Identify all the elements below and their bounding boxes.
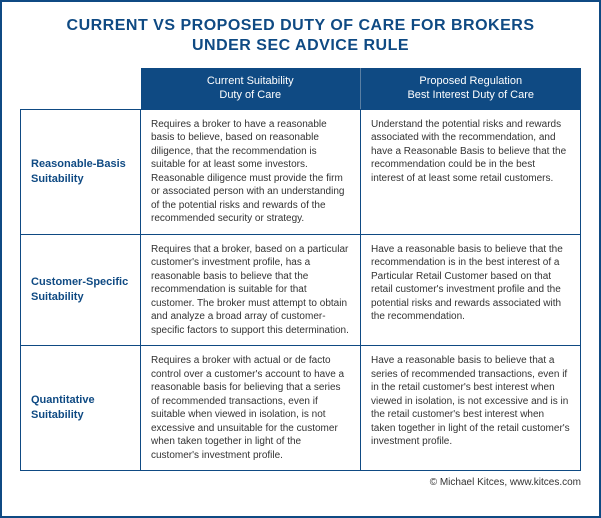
col-current-line2: Duty of Care — [219, 89, 281, 101]
comparison-table-frame: CURRENT VS PROPOSED DUTY OF CARE FOR BRO… — [0, 0, 601, 518]
row-label-reasonable-basis: Reasonable-Basis Suitability — [21, 109, 141, 234]
column-header-current: Current Suitability Duty of Care — [141, 68, 361, 109]
row-label-line1: Reasonable-Basis — [31, 158, 126, 170]
page-title: CURRENT VS PROPOSED DUTY OF CARE FOR BRO… — [20, 16, 581, 56]
cell-quantitative-proposed: Have a reasonable basis to believe that … — [361, 346, 581, 471]
cell-reasonable-current: Requires a broker to have a reasonable b… — [141, 109, 361, 234]
title-line-2: UNDER SEC ADVICE RULE — [192, 37, 409, 54]
cell-reasonable-proposed: Understand the potential risks and rewar… — [361, 109, 581, 234]
col-proposed-line1: Proposed Regulation — [419, 75, 522, 87]
table-row: Reasonable-Basis Suitability Requires a … — [21, 109, 581, 234]
row-label-line1: Quantitative — [31, 394, 95, 406]
row-label-line1: Customer-Specific — [31, 276, 128, 288]
cell-customer-proposed: Have a reasonable basis to believe that … — [361, 234, 581, 346]
table-row: Quantitative Suitability Requires a brok… — [21, 346, 581, 471]
col-current-line1: Current Suitability — [207, 75, 294, 87]
row-label-line2: Suitability — [31, 409, 84, 421]
table-row: Customer-Specific Suitability Requires t… — [21, 234, 581, 346]
cell-quantitative-current: Requires a broker with actual or de fact… — [141, 346, 361, 471]
row-label-line2: Suitability — [31, 291, 84, 303]
table-header-row: Current Suitability Duty of Care Propose… — [21, 68, 581, 109]
title-line-1: CURRENT VS PROPOSED DUTY OF CARE FOR BRO… — [67, 17, 535, 34]
duty-of-care-table: Current Suitability Duty of Care Propose… — [20, 68, 581, 471]
col-proposed-line2: Best Interest Duty of Care — [407, 89, 534, 101]
row-label-customer-specific: Customer-Specific Suitability — [21, 234, 141, 346]
row-label-line2: Suitability — [31, 173, 84, 185]
credit-line: © Michael Kitces, www.kitces.com — [20, 477, 581, 488]
cell-customer-current: Requires that a broker, based on a parti… — [141, 234, 361, 346]
row-label-quantitative: Quantitative Suitability — [21, 346, 141, 471]
column-header-proposed: Proposed Regulation Best Interest Duty o… — [361, 68, 581, 109]
header-corner-empty — [21, 68, 141, 109]
